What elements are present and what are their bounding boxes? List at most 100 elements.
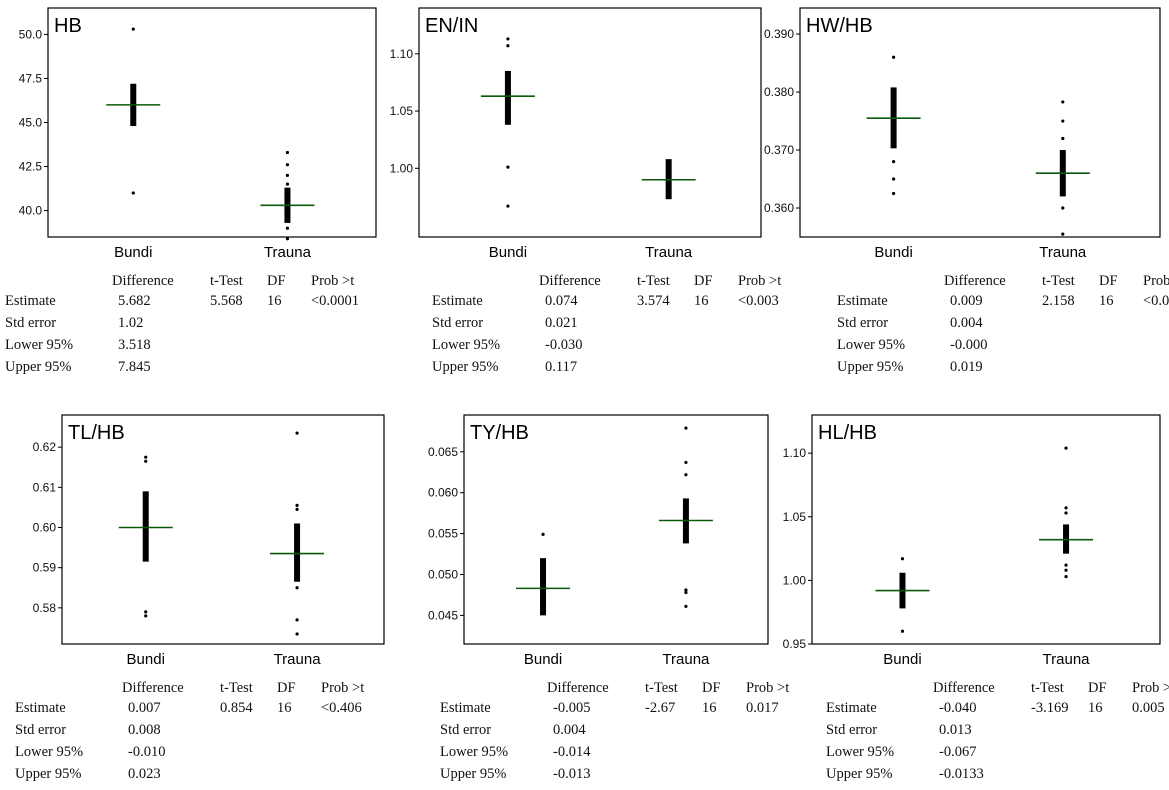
y-tick-label: 0.62 (33, 440, 57, 454)
stats-header: Difference (547, 680, 609, 696)
panel-title: TL/HB (68, 422, 125, 444)
stats-row-label: Estimate (826, 700, 877, 716)
stats-value: -0.014 (553, 744, 591, 760)
stats-value: 0.013 (939, 722, 972, 738)
data-point (131, 27, 135, 31)
stats-row-label: Estimate (837, 293, 888, 309)
stats-value: 16 (1088, 700, 1103, 716)
data-point (684, 588, 688, 592)
stats-row-label: Lower 95% (837, 337, 906, 353)
y-tick-label: 42.5 (19, 160, 43, 174)
data-point (1064, 511, 1068, 515)
data-point (892, 191, 896, 196)
category-label: Bundi (874, 244, 912, 261)
category-label: Bundi (524, 651, 562, 668)
stats-row-label: Upper 95% (432, 359, 499, 375)
y-tick-label: 45.0 (19, 116, 43, 130)
stats-value: 0.005 (1132, 700, 1165, 716)
stats-table-1: Difference t-Test DF Prob >t Estimate 5.682 5.… (5, 273, 375, 383)
stats-value: 0.019 (950, 359, 983, 375)
stats-value: 0.117 (545, 359, 578, 375)
stats-header: DF (277, 680, 296, 696)
data-point (1064, 563, 1068, 567)
y-tick-label: 0.380 (764, 85, 794, 99)
stats-table-6: Difference t-Test DF Prob >t Estimate -0.040 -… (826, 680, 1169, 790)
stats-header: Prob >t (311, 273, 355, 289)
stats-header: t-Test (1042, 273, 1075, 289)
y-tick-label: 0.060 (428, 486, 458, 500)
category-label: Bundi (127, 651, 165, 668)
panel-title: TY/HB (470, 422, 529, 444)
category-label: Trauna (662, 651, 710, 668)
data-point (285, 226, 290, 230)
data-point (1061, 100, 1065, 104)
stats-value: <0.0001 (311, 293, 360, 309)
stats-value: 5.568 (210, 293, 243, 309)
data-point (506, 204, 510, 208)
panel-title: HW/HB (806, 15, 873, 37)
data-point (285, 163, 290, 167)
panel-4: TL/HB 0.58 0.59 0.60 0.61 0.62 Bundi Trauna (33, 414, 385, 668)
stats-value: 0.074 (545, 293, 578, 309)
stats-value: 0.004 (950, 315, 983, 331)
stats-row-label: Estimate (440, 700, 491, 716)
data-point (144, 610, 148, 614)
y-tick-label: 1.05 (783, 510, 807, 524)
category-label: Trauna (1039, 244, 1087, 261)
panel-title: HL/HB (818, 422, 877, 444)
data-point (131, 191, 135, 195)
stats-row-label: Std error (837, 315, 889, 331)
confidence-bar (540, 558, 547, 616)
data-point (1064, 568, 1068, 572)
stats-value: -0.005 (553, 700, 591, 716)
stats-value: 16 (1099, 293, 1114, 309)
category-label: Bundi (883, 651, 921, 668)
stats-row-label: Upper 95% (440, 766, 507, 782)
stats-table-2: Difference t-Test DF Prob >t Estimate 0.074 3.… (432, 273, 802, 383)
stats-row-label: Lower 95% (5, 337, 74, 353)
data-point (506, 165, 510, 169)
stats-value: 16 (694, 293, 709, 309)
stats-row-label: Std error (15, 722, 67, 738)
stats-header: DF (1088, 680, 1107, 696)
data-point (285, 173, 290, 177)
stats-row-label: Estimate (15, 700, 66, 716)
data-point (892, 55, 896, 59)
y-tick-label: 0.60 (33, 520, 57, 534)
data-point (1061, 206, 1065, 210)
stats-row-label: Upper 95% (15, 766, 82, 782)
confidence-bar (504, 70, 511, 125)
stats-header: t-Test (645, 680, 678, 696)
y-tick-label: 50.0 (19, 27, 43, 41)
data-point (295, 503, 299, 507)
stats-value: 1.02 (118, 315, 144, 331)
data-point (892, 177, 896, 181)
panel-5: TY/HB 0.045 0.050 0.055 0.060 0.065 Bundi Traun… (428, 414, 769, 668)
data-point (1061, 119, 1065, 123)
data-point (667, 185, 671, 189)
data-point (684, 426, 688, 430)
stats-row-label: Std error (5, 315, 57, 331)
stats-value: -0.040 (939, 700, 977, 716)
stats-value: 5.682 (118, 293, 151, 309)
stats-value: -0.010 (128, 744, 166, 760)
data-point (900, 557, 905, 561)
data-point (1064, 506, 1068, 510)
stats-row-label: Estimate (432, 293, 483, 309)
stats-header: Difference (122, 680, 184, 696)
stats-table-3: Difference t-Test DF Prob >t Estimate 0.009 2.… (837, 273, 1169, 383)
stats-value: 0.009 (950, 293, 983, 309)
stats-value: <0.406 (321, 700, 362, 716)
data-point (1061, 136, 1065, 141)
stats-row-label: Lower 95% (432, 337, 501, 353)
stats-value: -0.0133 (939, 766, 984, 782)
stats-row-label: Lower 95% (15, 744, 84, 760)
y-tick-label: 0.055 (428, 527, 458, 541)
stats-value: 0.023 (128, 766, 161, 782)
stats-header: DF (702, 680, 721, 696)
stats-header: Prob >t (1143, 273, 1169, 289)
stats-value: 0.854 (220, 700, 253, 716)
category-label: Trauna (1043, 651, 1091, 668)
stats-value: -0.000 (950, 337, 988, 353)
